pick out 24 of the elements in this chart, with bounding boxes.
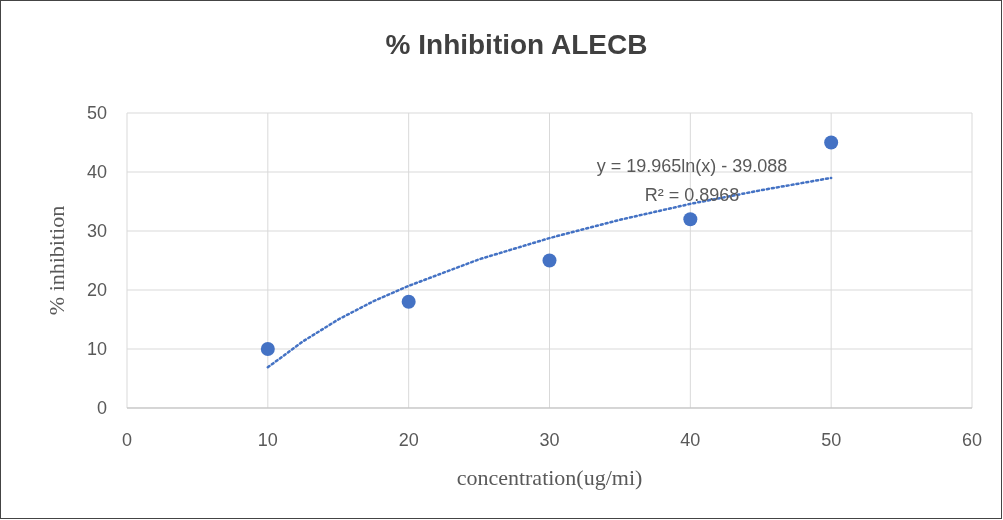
y-tick-label: 30 [86, 221, 107, 242]
point [260, 342, 275, 356]
x-tick-label: 20 [398, 430, 419, 450]
y-tick-label: 50 [86, 103, 107, 124]
x-tick-label: 50 [821, 430, 842, 450]
y-axis-title: % inhibition [44, 205, 69, 316]
y-tick-label: 40 [86, 162, 107, 183]
x-axis-title: concentration(ug/mi) [456, 465, 643, 490]
y-tick-label: 20 [86, 280, 107, 301]
y-tick-label: 0 [96, 398, 107, 419]
y-tick-label: 10 [86, 339, 107, 360]
point [542, 253, 557, 268]
chart-title: % Inhibition ALECB [385, 29, 648, 60]
point [683, 212, 698, 227]
x-tick-label: 0 [121, 430, 133, 450]
annotation: y = 19.965ln(x) - 39.088 [596, 156, 788, 176]
x-tick-label: 60 [961, 430, 983, 450]
x-tick-label: 10 [257, 430, 278, 450]
line-series [266, 176, 833, 369]
point [401, 294, 416, 309]
point [824, 135, 839, 150]
x-tick-label: 30 [539, 430, 560, 450]
x-tick-label: 40 [680, 430, 701, 450]
annotation: R² = 0.8968 [644, 185, 740, 205]
